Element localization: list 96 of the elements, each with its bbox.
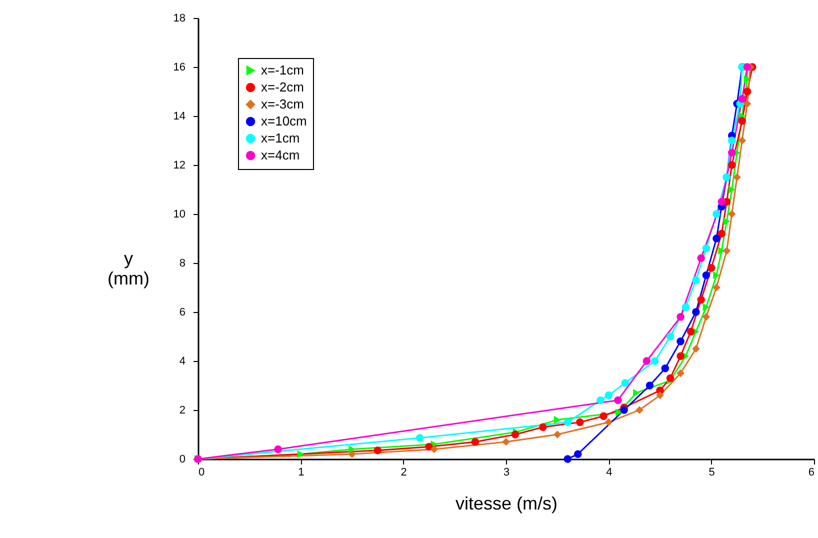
point (707, 264, 716, 272)
y-tick-label: 16 (173, 62, 186, 74)
point (718, 230, 726, 238)
y-tick-label: 18 (173, 12, 186, 24)
point (646, 382, 654, 390)
legend-label: x=-2cm (261, 80, 304, 94)
point (348, 450, 356, 458)
point (661, 364, 670, 372)
point (692, 276, 700, 284)
legend-label: x=10cm (261, 114, 307, 128)
point (642, 357, 651, 365)
y-tick-label: 2 (179, 404, 186, 416)
x-tick-label: 6 (808, 466, 814, 478)
point (692, 308, 700, 316)
point (676, 338, 684, 346)
point (712, 210, 720, 218)
point (511, 430, 520, 438)
point (576, 418, 584, 426)
legend-label: x=-3cm (261, 96, 304, 112)
point (656, 391, 664, 400)
point (738, 94, 746, 103)
point (702, 313, 710, 321)
point (743, 88, 752, 96)
point (733, 173, 741, 182)
x-tick-label: 1 (298, 466, 304, 478)
x-tick-label: 5 (708, 466, 715, 478)
point (666, 374, 674, 382)
legend-label: x=4cm (261, 148, 300, 162)
point (686, 328, 695, 336)
point (728, 136, 736, 144)
point (676, 313, 684, 321)
point (738, 136, 746, 144)
point (728, 148, 736, 157)
point (728, 186, 736, 194)
point (416, 434, 424, 442)
legend-label: x=1cm (261, 130, 300, 146)
point (744, 75, 751, 84)
y-tick-label: 6 (179, 306, 186, 318)
point (712, 234, 720, 242)
point (676, 352, 684, 360)
point (564, 418, 572, 426)
point (743, 100, 752, 108)
x-tick-label: 4 (606, 466, 612, 478)
x-tick-label: 2 (400, 466, 407, 478)
point (636, 406, 644, 414)
point (430, 445, 438, 454)
point (702, 271, 710, 280)
point (614, 396, 622, 404)
point (564, 455, 572, 463)
x-tick-label: 0 (198, 466, 205, 478)
point (702, 303, 710, 311)
point (712, 284, 720, 292)
point (682, 303, 690, 311)
x-tick-label: 3 (503, 466, 510, 478)
point (596, 396, 604, 404)
point (728, 161, 736, 169)
x-axis-title: vitesse (m/s) (455, 494, 558, 514)
point (666, 332, 674, 340)
y-tick-label: 8 (179, 258, 186, 270)
point (553, 430, 562, 438)
point (621, 379, 629, 387)
point (600, 412, 608, 420)
point (616, 408, 622, 416)
point (728, 210, 736, 218)
y-tick-label: 10 (173, 208, 186, 220)
point (650, 357, 659, 365)
point (633, 388, 640, 397)
point (539, 423, 547, 432)
point (425, 442, 433, 451)
point (713, 271, 720, 280)
point (676, 369, 684, 378)
legend-label: x=-1cm (261, 62, 304, 78)
y-axis-title: y (mm) (108, 248, 150, 288)
point (697, 296, 705, 304)
point (723, 217, 730, 226)
point (738, 117, 746, 125)
point (274, 445, 282, 454)
point (348, 445, 356, 454)
point (554, 416, 561, 424)
y-tick-label: 14 (173, 110, 186, 122)
point (722, 246, 731, 255)
point (604, 418, 613, 426)
y-tick-label: 4 (179, 356, 186, 368)
point (692, 344, 700, 353)
point (374, 446, 382, 454)
point (718, 198, 726, 206)
point (297, 450, 304, 458)
point (574, 450, 582, 458)
point (697, 254, 705, 262)
point (620, 406, 628, 414)
point (604, 391, 613, 400)
point (702, 244, 710, 252)
y-tick-label: 12 (173, 160, 186, 172)
point (471, 438, 480, 446)
point (502, 438, 510, 446)
y-tick-label: 0 (179, 454, 186, 466)
